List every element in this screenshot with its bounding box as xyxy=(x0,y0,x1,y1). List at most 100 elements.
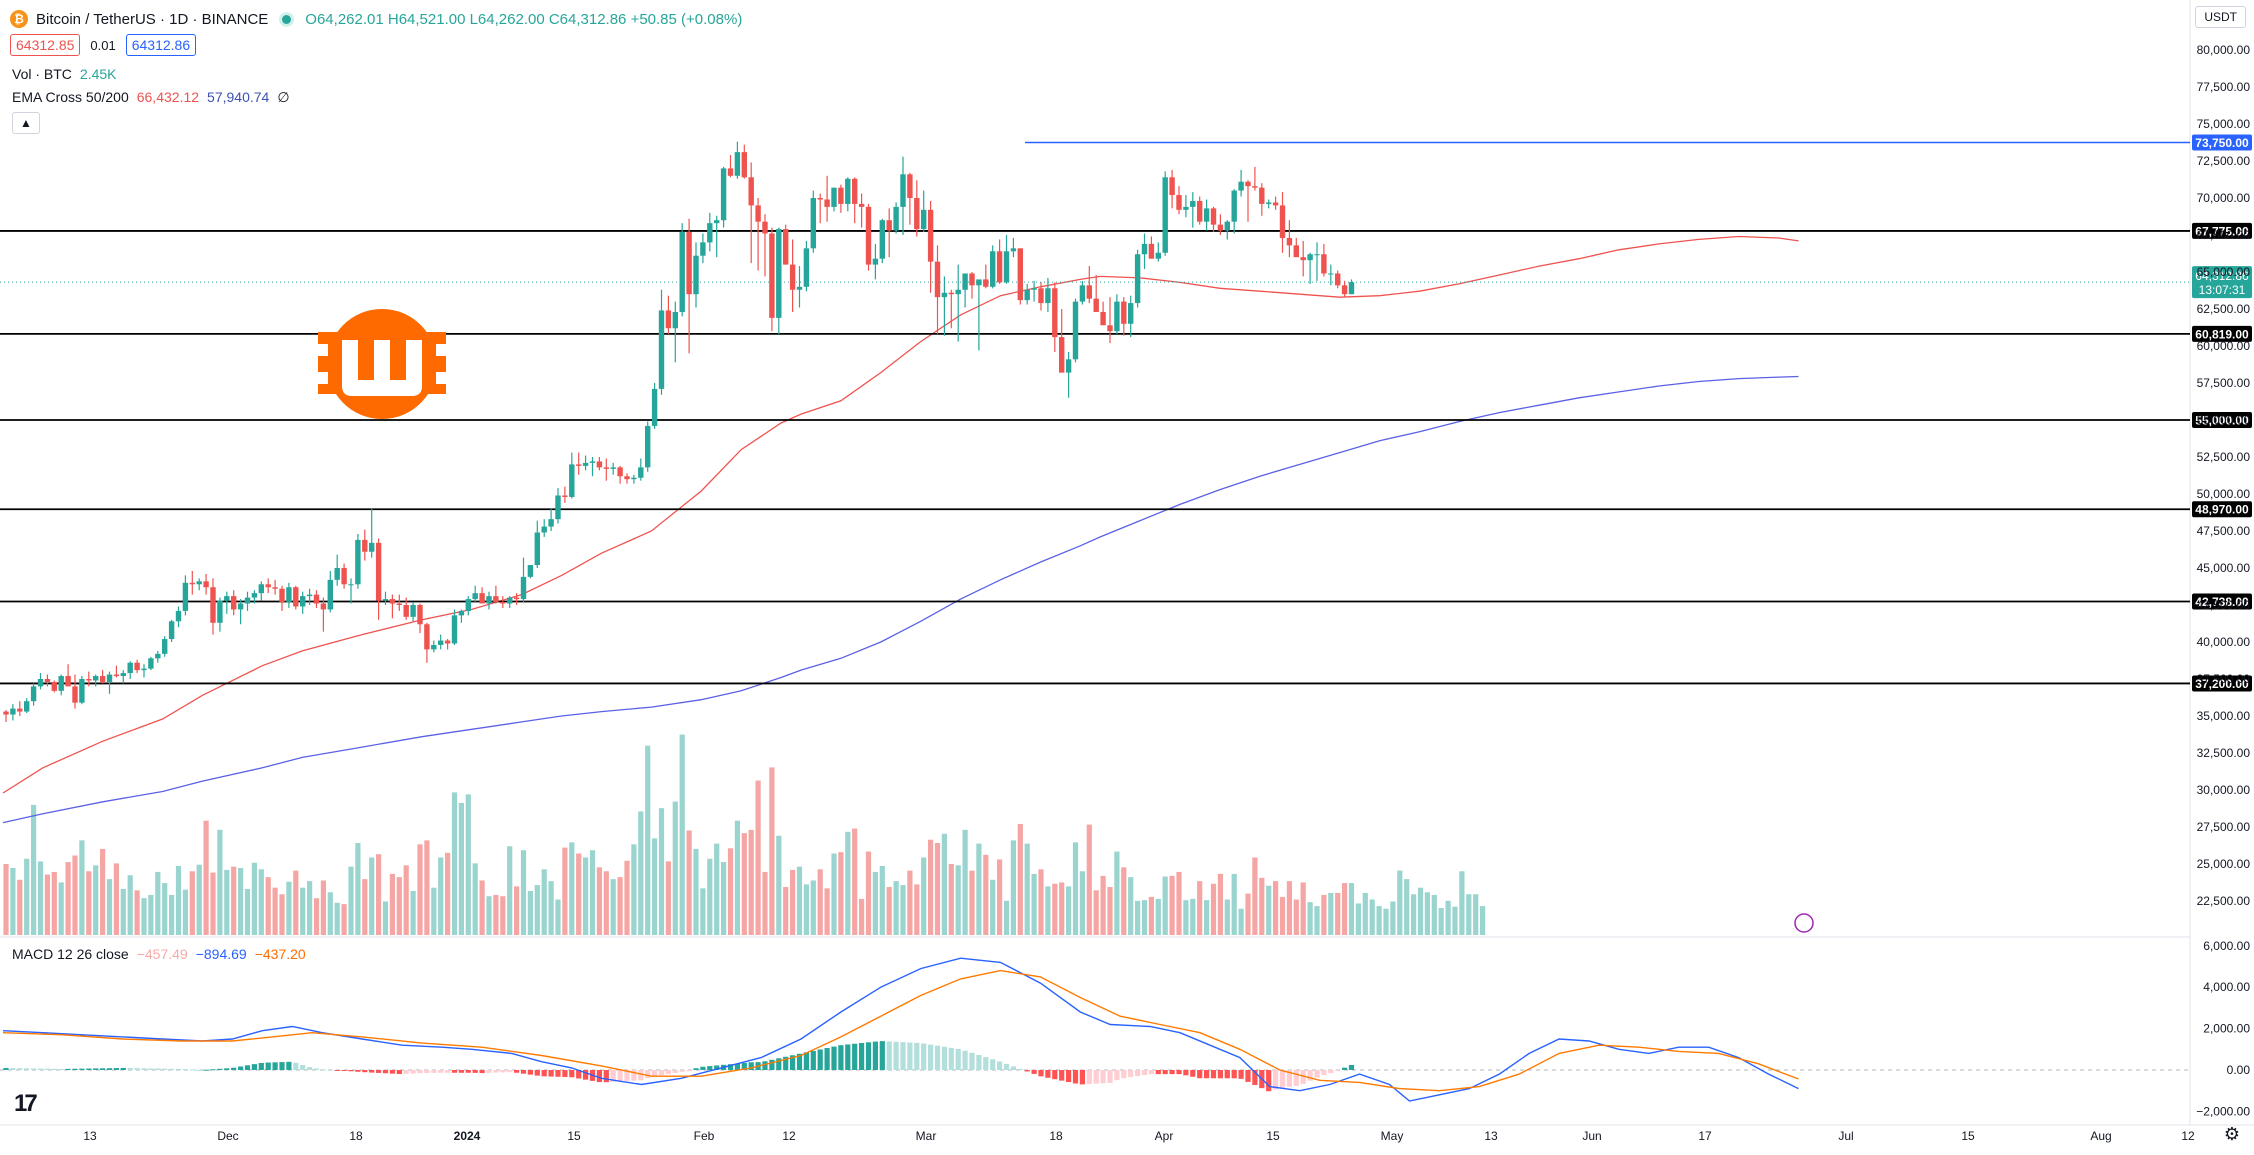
macd-axis-tick-label: 6,000.00 xyxy=(2203,939,2250,953)
volume-bar xyxy=(962,829,968,935)
candle-body xyxy=(1307,254,1313,261)
candle-body xyxy=(769,233,775,318)
macd-histogram-bar xyxy=(307,1067,313,1070)
macd-histogram-bar xyxy=(576,1070,582,1079)
candle-body xyxy=(313,594,320,604)
macd-histogram-bar xyxy=(106,1068,113,1070)
price-axis-tick-label: 70,000.00 xyxy=(2197,191,2251,205)
candle-body xyxy=(479,593,485,604)
volume-bar xyxy=(51,871,57,935)
volume-bar xyxy=(162,883,168,935)
candle-body xyxy=(1114,301,1120,332)
candle-body xyxy=(927,209,934,262)
volume-bar xyxy=(762,871,768,935)
macd-legend[interactable]: MACD 12 26 close −457.49 −894.69 −437.20 xyxy=(12,946,306,962)
macd-histogram-bar xyxy=(389,1070,395,1074)
currency-selector[interactable]: USDT xyxy=(2195,6,2246,28)
volume-bar xyxy=(258,869,264,935)
candle-body xyxy=(831,187,837,207)
candle-body xyxy=(265,584,271,588)
volume-bar xyxy=(638,811,644,935)
macd-histogram-bar xyxy=(748,1062,754,1070)
macd-histogram-bar xyxy=(24,1068,30,1070)
price-axis-tick-label: 45,000.00 xyxy=(2197,561,2251,575)
volume-bar xyxy=(445,852,451,935)
macd-histogram-bar xyxy=(472,1070,478,1073)
time-axis-tick-label: Jun xyxy=(1582,1129,1601,1143)
volume-legend[interactable]: Vol · BTC 2.45K xyxy=(12,66,117,82)
candle-body xyxy=(658,310,665,389)
ema-legend[interactable]: EMA Cross 50/200 66,432.12 57,940.74 ∅ xyxy=(12,89,290,106)
volume-bar xyxy=(624,860,630,935)
settings-icon[interactable]: ⚙ xyxy=(2223,1124,2240,1144)
time-axis-tick-label: Feb xyxy=(694,1129,715,1143)
volume-value: 2.45K xyxy=(79,66,117,82)
volume-bar xyxy=(37,861,44,935)
candle-body xyxy=(341,568,347,585)
macd-histogram-bar xyxy=(355,1070,361,1072)
volume-bar xyxy=(189,871,195,935)
macd-histogram-bar xyxy=(1079,1070,1085,1085)
spread-value: 0.01 xyxy=(90,37,116,53)
volume-bar xyxy=(1424,892,1430,935)
volume-bar xyxy=(300,887,306,935)
collapse-legend-button[interactable]: ▲ xyxy=(12,112,40,134)
sell-button[interactable]: 64312.85 xyxy=(10,34,81,56)
volume-bar xyxy=(1086,824,1092,935)
symbol-title[interactable]: Bitcoin / TetherUS · 1D · BINANCE xyxy=(36,10,269,28)
level-price-label: 55,000.00 xyxy=(2195,414,2249,428)
macd-histogram-bar xyxy=(458,1070,464,1073)
candle-body xyxy=(651,388,658,426)
candle-body xyxy=(720,168,727,221)
buy-button[interactable]: 64312.86 xyxy=(125,34,197,56)
candle-body xyxy=(196,581,202,585)
macd-histogram-bar xyxy=(155,1068,161,1070)
volume-bar xyxy=(251,862,257,935)
candle-body xyxy=(113,674,120,677)
macd-histogram-bar xyxy=(658,1070,665,1076)
volume-bar xyxy=(196,864,202,935)
volume-bar xyxy=(1107,887,1113,935)
macd-signal-value: −437.20 xyxy=(254,946,306,962)
macd-histogram-bar xyxy=(3,1067,9,1070)
volume-bar xyxy=(93,865,99,935)
candle-body xyxy=(555,495,561,520)
volume-bar xyxy=(934,843,941,935)
volume-bar xyxy=(534,885,540,935)
volume-bar xyxy=(1093,890,1099,935)
macd-value: −894.69 xyxy=(195,946,247,962)
macd-histogram-bar xyxy=(465,1070,471,1073)
macd-histogram-bar xyxy=(382,1070,389,1074)
macd-histogram-bar xyxy=(1273,1070,1279,1090)
volume-bar xyxy=(244,889,251,935)
volume-bar xyxy=(458,802,464,935)
volume-bar xyxy=(859,898,865,935)
level-price-tag xyxy=(2192,593,2252,610)
candle-body xyxy=(1335,273,1341,286)
macd-histogram-bar xyxy=(1342,1067,1348,1070)
macd-histogram-bar xyxy=(1169,1070,1175,1075)
volume-bar xyxy=(1417,887,1424,935)
candle-body xyxy=(231,596,237,610)
macd-histogram-bar xyxy=(1335,1070,1341,1071)
macd-histogram-bar xyxy=(1162,1070,1168,1075)
candle-body xyxy=(272,587,278,589)
candle-body xyxy=(520,576,527,600)
candle-body xyxy=(17,708,23,712)
macd-histogram-bar xyxy=(714,1065,720,1070)
macd-histogram-bar xyxy=(479,1070,485,1074)
signal-line xyxy=(2,969,1799,1092)
macd-histogram-bar xyxy=(231,1067,237,1070)
macd-histogram-bar xyxy=(72,1068,78,1070)
candle-body xyxy=(534,532,540,566)
macd-histogram-bar xyxy=(1238,1070,1244,1079)
macd-histogram-bar xyxy=(886,1041,892,1070)
tradingview-logo-icon[interactable]: 17 xyxy=(14,1090,38,1117)
macd-histogram-bar xyxy=(672,1070,678,1074)
candle-body xyxy=(1093,298,1099,312)
volume-bar xyxy=(17,879,23,935)
candle-body xyxy=(334,568,340,580)
candle-body xyxy=(1293,245,1299,258)
